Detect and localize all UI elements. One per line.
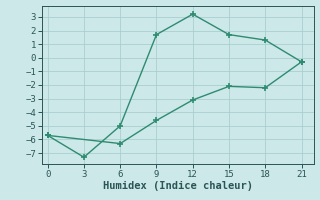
- X-axis label: Humidex (Indice chaleur): Humidex (Indice chaleur): [103, 181, 252, 191]
